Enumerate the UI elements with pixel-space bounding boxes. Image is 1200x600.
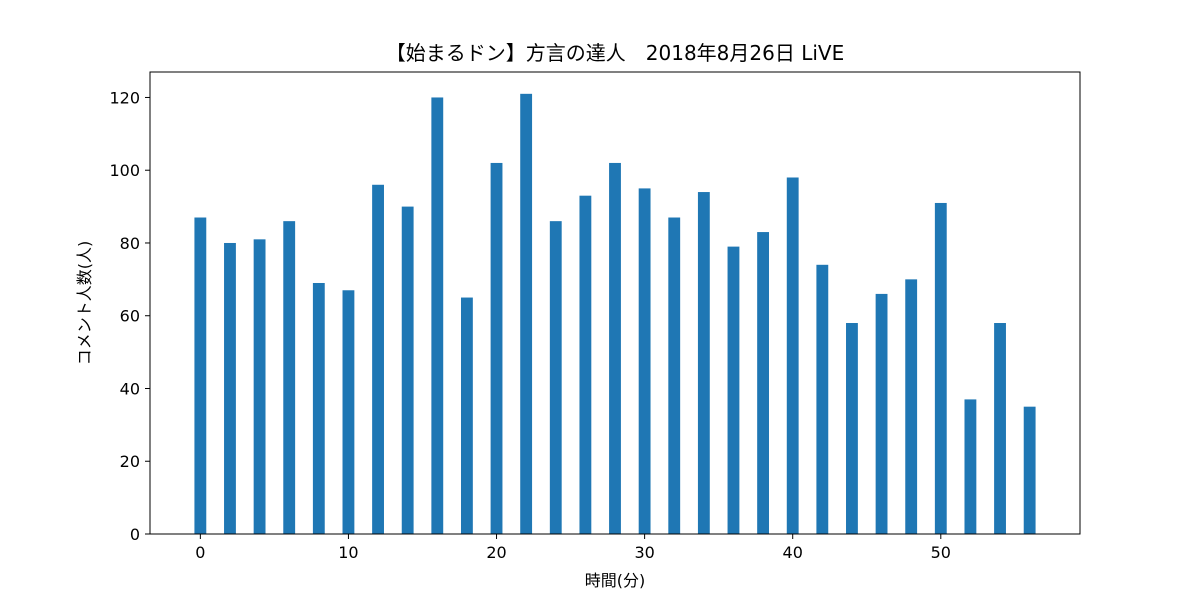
y-tick-label: 100: [109, 161, 140, 180]
bar: [787, 177, 799, 534]
bar: [461, 298, 473, 534]
y-tick-label: 60: [120, 307, 140, 326]
x-tick-label: 0: [195, 543, 205, 562]
y-axis-label: コメント人数(人): [75, 241, 94, 366]
bar: [609, 163, 621, 534]
bar: [520, 94, 532, 534]
y-tick-label: 120: [109, 88, 140, 107]
bars-group: [194, 94, 1035, 534]
bar: [313, 283, 325, 534]
y-tick-label: 0: [130, 525, 140, 544]
bar: [579, 196, 591, 534]
bar: [757, 232, 769, 534]
x-tick-label: 30: [634, 543, 654, 562]
bar: [668, 218, 680, 534]
bar: [994, 323, 1006, 534]
bar: [1024, 407, 1036, 534]
bar: [402, 207, 414, 534]
x-tick-label: 20: [486, 543, 506, 562]
bar: [728, 247, 740, 534]
bar: [698, 192, 710, 534]
bar: [431, 97, 443, 534]
x-tick-label: 10: [338, 543, 358, 562]
bar: [194, 218, 206, 534]
y-tick-label: 80: [120, 234, 140, 253]
y-tick-label: 20: [120, 452, 140, 471]
x-tick-label: 40: [783, 543, 803, 562]
bar: [550, 221, 562, 534]
bar: [639, 188, 651, 534]
y-axis: 0 20 40 60 80 100 120: [109, 88, 150, 544]
bar: [846, 323, 858, 534]
bar: [372, 185, 384, 534]
x-tick-label: 50: [931, 543, 951, 562]
x-axis-label: 時間(分): [585, 571, 646, 590]
bar: [876, 294, 888, 534]
bar: [816, 265, 828, 534]
bar: [935, 203, 947, 534]
bar: [283, 221, 295, 534]
bar: [964, 399, 976, 534]
chart-title: 【始まるドン】方言の達人 2018年8月26日 LiVE: [386, 41, 844, 65]
x-axis: 0 10 20 30 40 50: [195, 534, 951, 562]
bar: [343, 290, 355, 534]
bar: [224, 243, 236, 534]
bar: [254, 239, 266, 534]
y-tick-label: 40: [120, 379, 140, 398]
bar: [905, 279, 917, 534]
bar: [491, 163, 503, 534]
